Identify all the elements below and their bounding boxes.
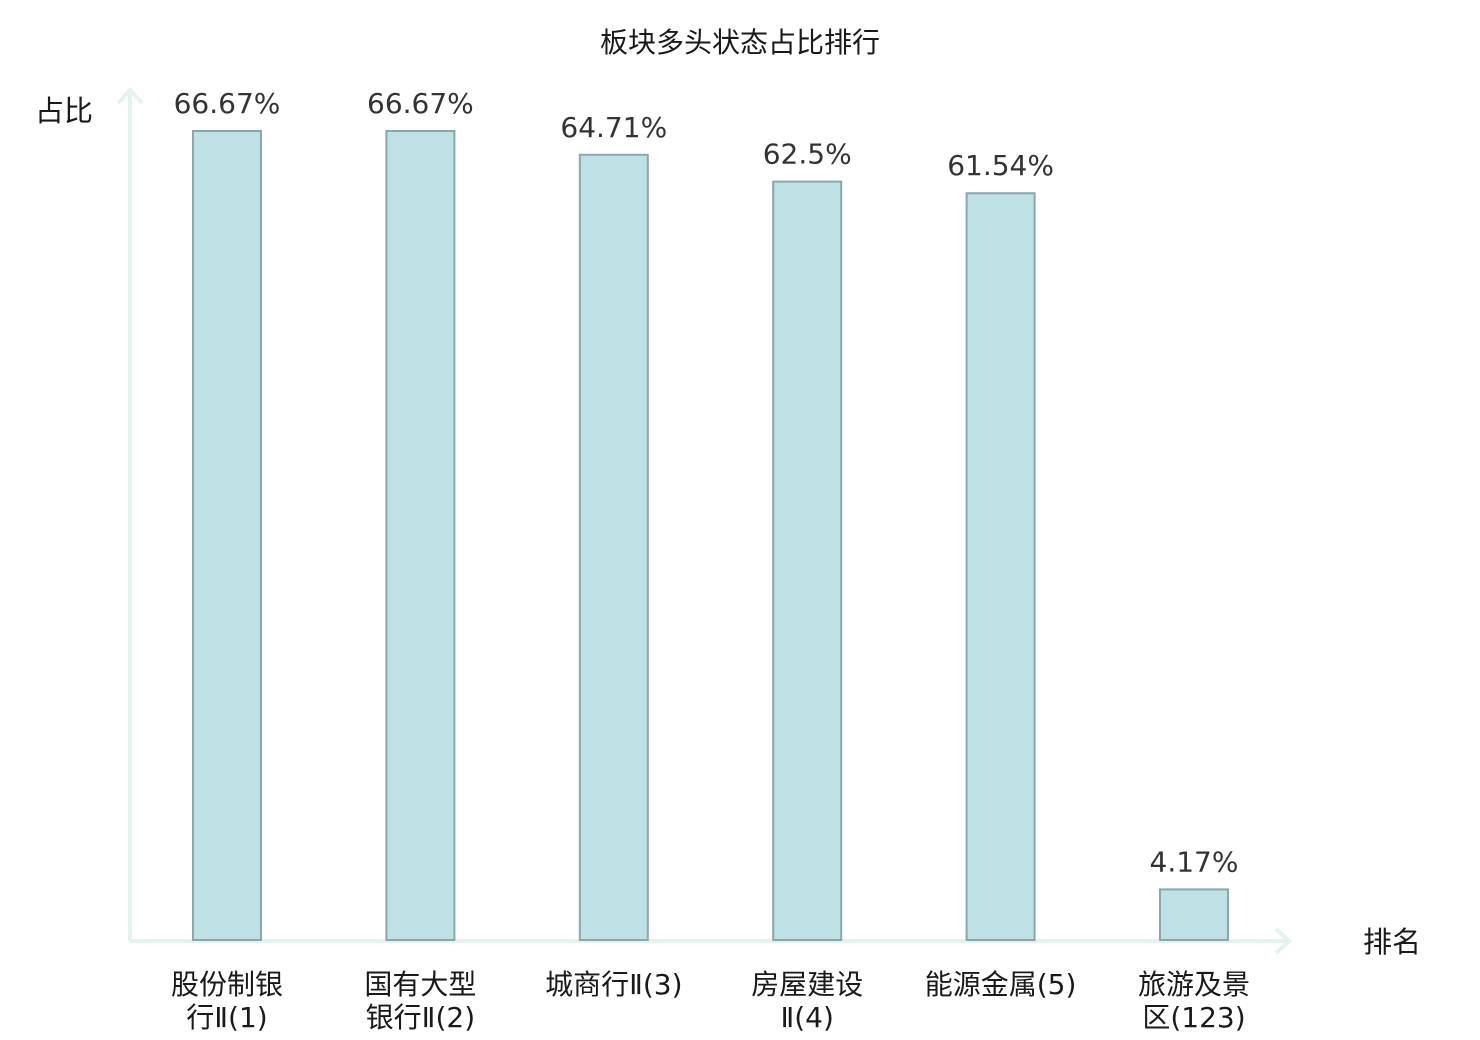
data-labels: 66.67% 66.67% 64.71% 62.5% 61.54% 4.17% <box>174 87 1239 878</box>
category-label-2-line-1: 国有大型 <box>364 968 476 1001</box>
data-label-1: 66.67% <box>174 87 281 120</box>
category-label-4-line-2: Ⅱ(4) <box>780 1001 833 1034</box>
x-axis-label: 排名 <box>1363 925 1421 959</box>
bar-6 <box>1159 888 1229 942</box>
category-label-2-line-2: 银行Ⅱ(2) <box>366 1001 475 1034</box>
data-label-6: 4.17% <box>1150 845 1239 878</box>
data-label-2: 66.67% <box>367 87 474 120</box>
bar-series <box>192 130 1229 942</box>
category-label-1-line-2: 行Ⅱ(1) <box>186 1001 267 1034</box>
category-label-5-line-1: 能源金属(5) <box>925 968 1077 1001</box>
bar-1 <box>192 130 262 941</box>
bar-3 <box>578 153 649 942</box>
category-label-6-line-1: 旅游及景 <box>1138 968 1250 1001</box>
x-axis-arrow <box>1274 927 1292 955</box>
category-label-3-line-1: 城商行Ⅱ(3) <box>545 968 682 1001</box>
category-label-6-line-2: 区(123) <box>1142 1001 1245 1034</box>
bar-4 <box>772 180 843 942</box>
bar-2 <box>385 130 456 941</box>
data-label-3: 64.71% <box>560 111 667 144</box>
data-label-4: 62.5% <box>763 138 852 171</box>
bar-5 <box>965 192 1036 941</box>
y-axis-label: 占比 <box>35 94 93 128</box>
category-label-4-line-1: 房屋建设 <box>751 968 863 1001</box>
chart-title: 板块多头状态占比排行 <box>600 26 880 59</box>
y-axis-arrow <box>116 87 144 105</box>
category-label-1-line-1: 股份制银 <box>171 968 283 1001</box>
axes <box>116 87 1292 955</box>
data-label-5: 61.54% <box>947 149 1054 182</box>
